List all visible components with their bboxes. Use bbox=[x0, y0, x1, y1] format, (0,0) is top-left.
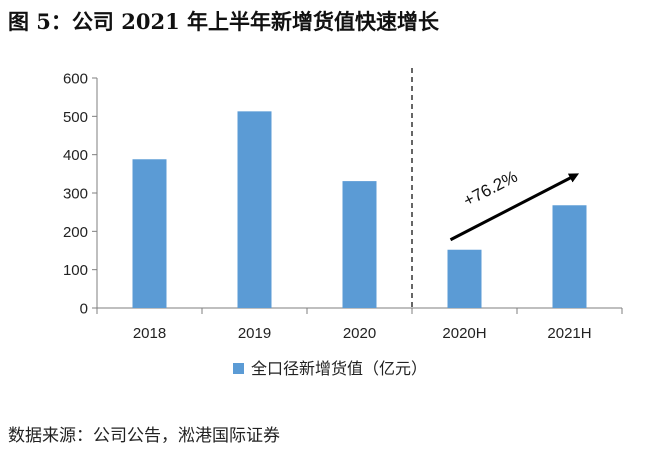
x-axis: 2018 2019 2020 2020H 2021H bbox=[96, 307, 623, 342]
legend-swatch bbox=[233, 363, 244, 374]
y-tick-label: 600 bbox=[63, 71, 88, 88]
bar-series bbox=[132, 111, 587, 308]
bar-2018 bbox=[132, 159, 167, 308]
y-tick-label: 300 bbox=[63, 186, 88, 203]
y-tick-label: 200 bbox=[63, 224, 88, 241]
x-tick-label: 2019 bbox=[238, 325, 271, 342]
y-tick-label: 400 bbox=[63, 147, 88, 164]
chart-title: 图 5：公司 2021 年上半年新增货值快速增长 bbox=[8, 6, 439, 36]
bar-chart: 0 100 200 300 400 500 600 2018 2019 2020 2020H 202… bbox=[63, 68, 623, 378]
legend: 全口径新增货值（亿元） bbox=[233, 359, 427, 378]
y-tick-label: 0 bbox=[80, 301, 88, 318]
y-tick-label: 100 bbox=[63, 262, 88, 279]
chart-title-text: 公司 2021 年上半年新增货值快速增长 bbox=[71, 9, 440, 34]
chart-title-prefix: 图 5： bbox=[8, 9, 72, 34]
growth-annotation: +76.2% bbox=[460, 167, 520, 211]
x-tick-label: 2020 bbox=[343, 325, 376, 342]
x-tick-label: 2021H bbox=[547, 325, 591, 342]
legend-label: 全口径新增货值（亿元） bbox=[251, 359, 427, 378]
bar-2021H bbox=[552, 205, 587, 308]
source-note: 数据来源：公司公告，淞港国际证券 bbox=[8, 426, 280, 446]
bar-2020 bbox=[342, 181, 377, 308]
x-tick-label: 2020H bbox=[442, 325, 486, 342]
x-tick-label: 2018 bbox=[133, 325, 166, 342]
bar-2019 bbox=[237, 111, 272, 308]
y-tick-label: 500 bbox=[63, 109, 88, 126]
bar-2020H bbox=[447, 249, 482, 308]
y-axis: 0 100 200 300 400 500 600 bbox=[63, 71, 98, 318]
growth-arrow bbox=[449, 173, 580, 242]
